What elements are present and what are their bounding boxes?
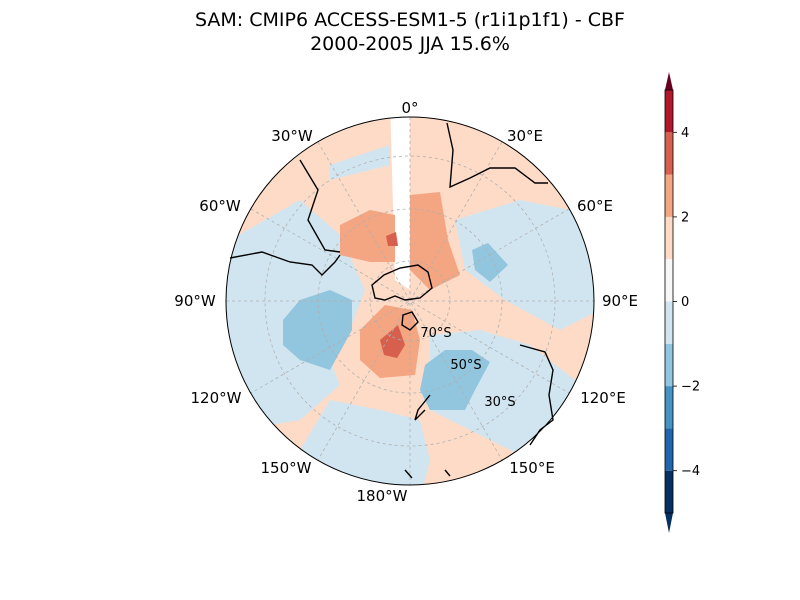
lat-label: 50°S xyxy=(450,358,481,373)
map-boundary xyxy=(225,116,595,486)
australia-coast xyxy=(519,344,554,446)
colorbar-block xyxy=(665,343,673,387)
colorbar-block xyxy=(665,90,673,133)
title-line-2: 2000-2005 JJA 15.6% xyxy=(310,33,510,55)
colorbar: 4 2 0 −2 −4 xyxy=(664,72,700,533)
field-positive-core xyxy=(380,325,405,358)
colorbar-ticks: 4 2 0 −2 −4 xyxy=(673,126,700,479)
new-zealand-coast xyxy=(414,394,431,421)
meridian-60w xyxy=(250,208,570,394)
field-negative-australia xyxy=(420,350,490,410)
south-america-east xyxy=(299,159,341,253)
colorbar-block xyxy=(665,132,673,175)
meridian-30e xyxy=(317,141,503,461)
antarctica-coast xyxy=(371,264,433,301)
lat-circle-30s xyxy=(264,155,556,447)
title-line-1: SAM: CMIP6 ACCESS-ESM1-5 (r1i1p1f1) - CB… xyxy=(195,9,625,31)
lon-label: 150°E xyxy=(509,459,555,477)
colorbar-tick-label: 4 xyxy=(681,126,689,141)
colorbar-tick-label: 2 xyxy=(681,210,689,225)
colorbar-block xyxy=(665,259,673,302)
colorbar-block xyxy=(665,386,673,429)
field-positive-atlantic xyxy=(340,210,395,262)
lon-label: 90°W xyxy=(174,292,216,310)
africa-coast xyxy=(446,122,548,189)
chart-title: SAM: CMIP6 ACCESS-ESM1-5 (r1i1p1f1) - CB… xyxy=(0,8,800,56)
colorbar-tick-label: −4 xyxy=(681,464,700,479)
lon-label: 0° xyxy=(401,99,418,117)
colorbar-tick-label: 0 xyxy=(681,295,689,310)
field-negative-indian xyxy=(472,243,508,282)
pacific-islands xyxy=(404,469,451,479)
colorbar-tick-label: −2 xyxy=(681,380,700,395)
lon-labels: 0° 30°E 60°E 90°E 120°E 150°E 180°W 150°… xyxy=(174,99,638,505)
colorbar-block xyxy=(665,216,673,260)
coastlines xyxy=(229,122,554,479)
lon-label: 60°W xyxy=(199,197,241,215)
colorbar-block xyxy=(665,301,673,344)
field-negative-pacific xyxy=(283,290,352,370)
colorbar-extend-min xyxy=(665,513,673,533)
south-america-coast xyxy=(229,251,341,276)
field-positive-center-north xyxy=(410,192,460,290)
colorbar-extend-max xyxy=(665,72,673,90)
colorbar-blocks xyxy=(665,90,673,513)
graticule xyxy=(226,117,594,485)
lon-label: 30°E xyxy=(507,127,543,145)
lon-label: 30°W xyxy=(271,127,313,145)
field-negative-north xyxy=(330,145,390,180)
antarctic-peninsula xyxy=(401,311,419,331)
lon-label: 60°E xyxy=(577,197,613,215)
lat-labels: 70°S 50°S 30°S xyxy=(420,326,515,410)
lon-label: 180°W xyxy=(357,487,408,505)
lon-label: 120°W xyxy=(191,389,242,407)
lat-label: 70°S xyxy=(420,326,451,341)
colorbar-block xyxy=(665,470,673,513)
colorbar-block xyxy=(665,174,673,217)
field-negative-east xyxy=(455,200,594,330)
meridian-60e xyxy=(250,208,570,394)
lon-label: 150°W xyxy=(261,459,312,477)
lon-label: 90°E xyxy=(602,292,638,310)
lat-label: 30°S xyxy=(484,395,515,410)
lon-label: 120°E xyxy=(580,389,626,407)
colorbar-block xyxy=(665,428,673,471)
meridian-30w xyxy=(317,141,503,461)
field-positive-core-small xyxy=(386,232,398,246)
